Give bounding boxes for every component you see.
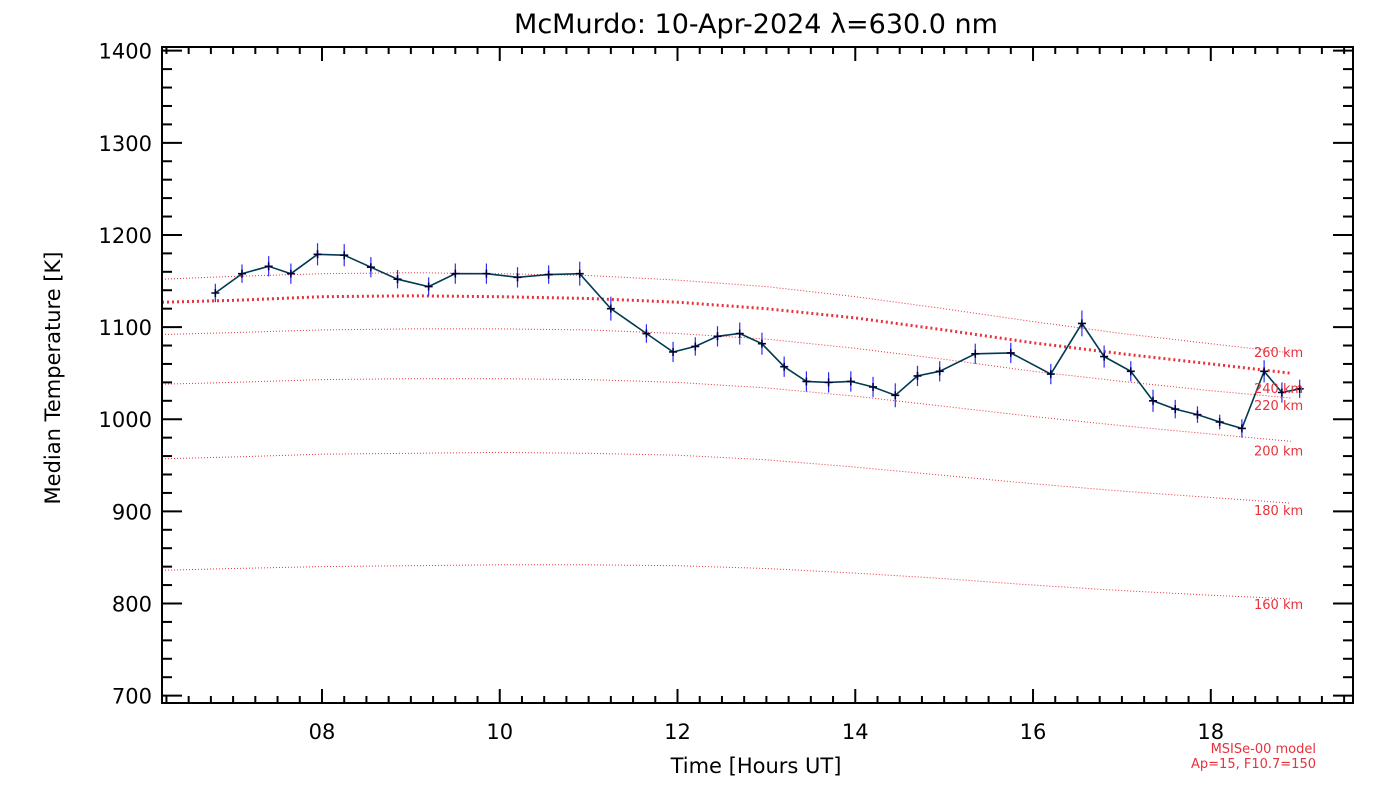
data-point [1277, 388, 1286, 397]
data-point [264, 262, 273, 271]
data-point [1006, 348, 1015, 357]
model-curve-label: 260 km [1254, 346, 1303, 361]
model-curve [161, 564, 1291, 600]
model-curve [161, 451, 1291, 504]
chart-title: McMurdo: 10-Apr-2024 λ=630.0 nm [514, 9, 998, 40]
data-point [757, 339, 766, 348]
data-point [1046, 370, 1055, 379]
data-point [451, 269, 460, 278]
y-tick-label: 800 [112, 592, 152, 616]
data-point [824, 378, 833, 387]
data-point [211, 289, 220, 297]
model-curve-label: 220 km [1254, 399, 1303, 414]
data-point [286, 269, 295, 278]
model-curve-label: 240 km [1254, 382, 1303, 397]
x-tick-label: 18 [1197, 720, 1224, 744]
x-axis-label: Time [Hours UT] [670, 754, 842, 778]
model-curve-label: 180 km [1254, 504, 1303, 519]
data-point [575, 269, 584, 278]
y-tick-label: 1100 [99, 316, 152, 340]
data-point [237, 269, 246, 278]
series-line [214, 253, 1300, 430]
x-tick-label: 08 [309, 720, 336, 744]
error-bars [214, 243, 1301, 438]
data-point [1100, 352, 1109, 361]
data-point [1149, 396, 1158, 405]
data-point [1171, 405, 1180, 414]
data-point [1260, 367, 1269, 376]
data-point [340, 251, 349, 260]
model-curve [161, 272, 1291, 354]
model-name: MSISe-00 model [1211, 742, 1316, 757]
x-tick-label: 12 [664, 720, 691, 744]
data-point [482, 269, 491, 278]
y-tick-label: 900 [112, 500, 152, 524]
data-point [691, 342, 700, 351]
data-series [211, 250, 1304, 433]
x-tick-label: 16 [1020, 720, 1047, 744]
x-tick-label: 14 [842, 720, 869, 744]
data-point [1126, 367, 1135, 376]
data-point [802, 377, 811, 386]
y-tick-label: 1300 [99, 132, 152, 156]
y-tick-label: 1200 [99, 224, 152, 248]
data-point [669, 347, 678, 356]
model-curve-labels: 160 km 180 km 200 km 220 km 240 km 260 km [1254, 346, 1303, 613]
y-tick-label: 1400 [99, 40, 152, 64]
data-point [1237, 424, 1246, 433]
plot-frame [161, 46, 1354, 704]
model-curve-label: 160 km [1254, 598, 1303, 613]
model-params: Ap=15, F10.7=150 [1191, 757, 1316, 772]
y-axis-label: Median Temperature [K] [41, 252, 65, 505]
data-point [971, 349, 980, 358]
data-point [424, 282, 433, 291]
data-point [780, 362, 789, 371]
data-point [735, 329, 744, 338]
data-point [1077, 319, 1086, 328]
data-point [1215, 417, 1224, 426]
model-curves [161, 272, 1291, 600]
data-point [1295, 384, 1304, 393]
data-point [846, 377, 855, 386]
model-curve [161, 328, 1291, 399]
data-point [606, 304, 615, 313]
model-curve [161, 378, 1291, 442]
data-point [1193, 410, 1202, 419]
data-point [393, 275, 402, 284]
data-point [366, 263, 375, 272]
model-curve-label: 200 km [1254, 444, 1303, 459]
y-tick-label: 1000 [99, 408, 152, 432]
data-point [869, 382, 878, 391]
data-point [544, 270, 553, 279]
data-point [891, 391, 900, 400]
x-tick-label: 10 [486, 720, 513, 744]
model-curve [161, 294, 1291, 375]
data-point [713, 332, 722, 341]
data-point [642, 329, 651, 338]
data-point [935, 367, 944, 376]
y-tick-label: 700 [112, 685, 152, 709]
data-point [913, 371, 922, 380]
data-point [313, 250, 322, 259]
axes: 08 10 12 14 16 18 700 800 900 1000 1100 1200 1300 140… [99, 40, 1354, 744]
data-point [513, 273, 522, 282]
